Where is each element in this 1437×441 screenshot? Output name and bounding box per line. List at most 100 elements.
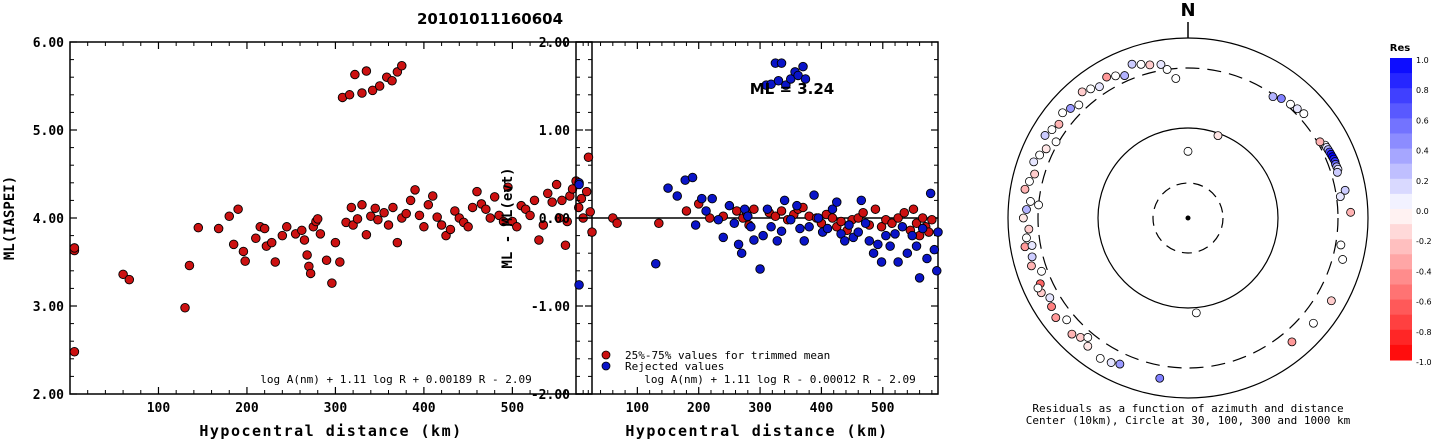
colorbar-tick-label: -0.8 xyxy=(1416,328,1432,337)
left-point-red xyxy=(414,210,425,221)
colorbar-cell xyxy=(1390,224,1412,240)
polar-point xyxy=(1020,184,1030,194)
middle-point-blue xyxy=(762,204,773,214)
left-point-red xyxy=(560,240,571,251)
left-point-red xyxy=(547,197,557,207)
left-point-red xyxy=(321,255,332,265)
polar-caption-line-2: Center (10km), Circle at 30, 100, 300 an… xyxy=(1026,414,1351,427)
left-point-red xyxy=(124,274,135,285)
middle-point-blue xyxy=(687,172,698,183)
colorbar-cell xyxy=(1390,209,1412,225)
polar-point xyxy=(1338,255,1348,264)
left-point-red xyxy=(344,90,355,100)
polar-point xyxy=(1268,92,1278,102)
middle-point-blue xyxy=(885,241,895,251)
left-point-red xyxy=(312,214,323,224)
left-point-red xyxy=(388,202,398,213)
middle-point-blue xyxy=(697,193,707,204)
left-ytick-label: 5.00 xyxy=(33,124,64,139)
middle-point-blue xyxy=(876,257,887,267)
polar-point xyxy=(1340,185,1350,195)
polar-point xyxy=(1292,104,1302,114)
left-point-red xyxy=(193,222,204,233)
left-point-red xyxy=(427,191,438,201)
middle-xtick-label: 500 xyxy=(871,401,895,416)
polar-point xyxy=(1027,252,1037,262)
left-point-red xyxy=(387,75,397,86)
left-point-red xyxy=(213,223,224,234)
polar-point xyxy=(1034,200,1043,210)
middle-point-blue xyxy=(781,80,791,90)
middle-point-blue xyxy=(911,241,922,251)
polar-point xyxy=(1022,233,1031,243)
middle-point-red xyxy=(827,213,838,223)
polar-point xyxy=(1029,157,1039,167)
middle-point-blue xyxy=(799,236,809,246)
middle-point-blue xyxy=(690,220,701,230)
left-point-red xyxy=(485,213,496,223)
left-ytick-label: 2.00 xyxy=(33,388,64,403)
colorbar-cell xyxy=(1390,163,1412,180)
left-point-red xyxy=(379,207,389,218)
middle-xtick-label: 100 xyxy=(626,401,650,416)
ring-300km xyxy=(1037,67,1339,369)
polar-point xyxy=(1083,333,1093,342)
left-point-red xyxy=(352,214,363,224)
middle-point-red xyxy=(654,218,664,229)
left-point-red xyxy=(405,195,416,206)
colorbar-tick-label: -0.6 xyxy=(1416,298,1432,307)
left-point-red xyxy=(419,222,429,232)
middle-point-blue xyxy=(746,222,756,232)
middle-point-blue xyxy=(743,211,753,221)
left-point-red xyxy=(299,235,310,245)
middle-point-red xyxy=(876,222,887,232)
middle-point-blue xyxy=(776,226,787,236)
left-point-red xyxy=(551,179,562,190)
figure-title: 20101011160604 xyxy=(417,10,563,28)
colorbar-tick-label: 0.4 xyxy=(1416,147,1429,156)
middle-xtick-label: 400 xyxy=(810,401,834,416)
polar-point xyxy=(1033,283,1043,293)
middle-point-blue xyxy=(925,188,936,199)
colorbar-tick-label: 0.0 xyxy=(1416,207,1429,216)
colorbar-cell xyxy=(1390,329,1412,346)
colorbar-cell xyxy=(1390,269,1412,285)
middle-point-blue xyxy=(574,179,584,190)
middle-legend: 25%-75% values for trimmed mean Rejected… xyxy=(601,349,830,373)
left-point-red xyxy=(450,206,460,216)
polar-point xyxy=(1022,205,1031,214)
middle-point-blue xyxy=(798,61,808,72)
middle-point-blue xyxy=(897,222,908,232)
left-point-red xyxy=(374,81,385,91)
polar-point xyxy=(1040,131,1050,140)
polar-point xyxy=(1162,65,1172,74)
polar-center-point xyxy=(1185,215,1191,221)
left-point-red xyxy=(350,69,360,80)
left-point-red xyxy=(472,186,482,197)
polar-point xyxy=(1171,74,1181,83)
polar-point xyxy=(1287,337,1297,347)
middle-point-blue xyxy=(856,195,867,206)
middle-point-blue xyxy=(772,236,782,246)
left-point-red xyxy=(583,152,594,163)
left-point-red xyxy=(330,237,341,248)
ring-1000km xyxy=(1007,37,1369,399)
left-scatter-chart: 2.00 3.00 4.00 5.00 6.00 100 200 300 400 500 ML(I… xyxy=(2,36,597,440)
left-point-red xyxy=(233,204,243,214)
middle-y-axis-label: ML - ML(evt) xyxy=(500,167,516,268)
left-point-red xyxy=(184,260,195,271)
colorbar-cell xyxy=(1390,103,1412,119)
polar-point xyxy=(1335,192,1345,201)
colorbar-title: Res xyxy=(1390,43,1410,54)
left-point-red xyxy=(525,210,535,221)
middle-point-blue xyxy=(827,204,838,214)
left-xtick-label: 500 xyxy=(501,401,525,416)
polar-point xyxy=(1067,329,1077,339)
polar-point xyxy=(1336,240,1346,250)
middle-point-red xyxy=(917,213,928,223)
middle-xtick-label: 200 xyxy=(687,401,711,416)
polar-point xyxy=(1086,84,1096,94)
colorbar-cell xyxy=(1390,239,1412,255)
left-point-red xyxy=(543,188,553,199)
polar-point xyxy=(1145,60,1155,70)
